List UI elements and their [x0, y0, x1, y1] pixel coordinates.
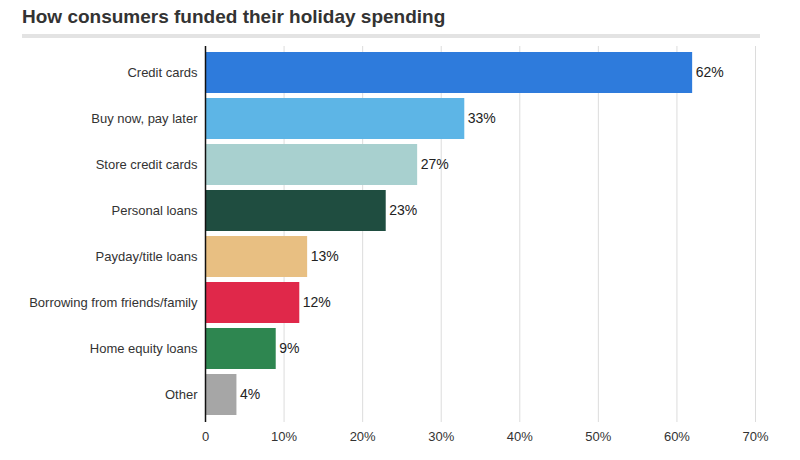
- svg-text:50%: 50%: [585, 429, 611, 444]
- svg-text:70%: 70%: [742, 429, 768, 444]
- svg-text:10%: 10%: [271, 429, 297, 444]
- svg-text:33%: 33%: [468, 110, 496, 126]
- svg-text:Payday/title loans: Payday/title loans: [96, 249, 198, 264]
- svg-text:Borrowing from friends/family: Borrowing from friends/family: [29, 295, 198, 310]
- svg-text:62%: 62%: [696, 64, 724, 80]
- svg-text:30%: 30%: [428, 429, 454, 444]
- svg-text:Store credit cards: Store credit cards: [96, 157, 198, 172]
- svg-text:Credit cards: Credit cards: [127, 65, 198, 80]
- svg-text:27%: 27%: [421, 156, 449, 172]
- svg-text:Buy now, pay later: Buy now, pay later: [91, 111, 198, 126]
- svg-text:0: 0: [202, 429, 209, 444]
- svg-text:60%: 60%: [664, 429, 690, 444]
- svg-text:20%: 20%: [350, 429, 376, 444]
- svg-text:Home equity loans: Home equity loans: [90, 341, 198, 356]
- svg-text:40%: 40%: [507, 429, 533, 444]
- html-text:How consumers funded their hol: How consumers funded their holiday spend…: [22, 6, 446, 27]
- svg-text:4%: 4%: [240, 386, 260, 402]
- svg-text:9%: 9%: [279, 340, 299, 356]
- svg-text:Personal loans: Personal loans: [112, 203, 198, 218]
- svg-text:13%: 13%: [311, 248, 339, 264]
- svg-text:23%: 23%: [389, 202, 417, 218]
- svg-text:Other: Other: [165, 387, 198, 402]
- svg-text:12%: 12%: [303, 294, 331, 310]
